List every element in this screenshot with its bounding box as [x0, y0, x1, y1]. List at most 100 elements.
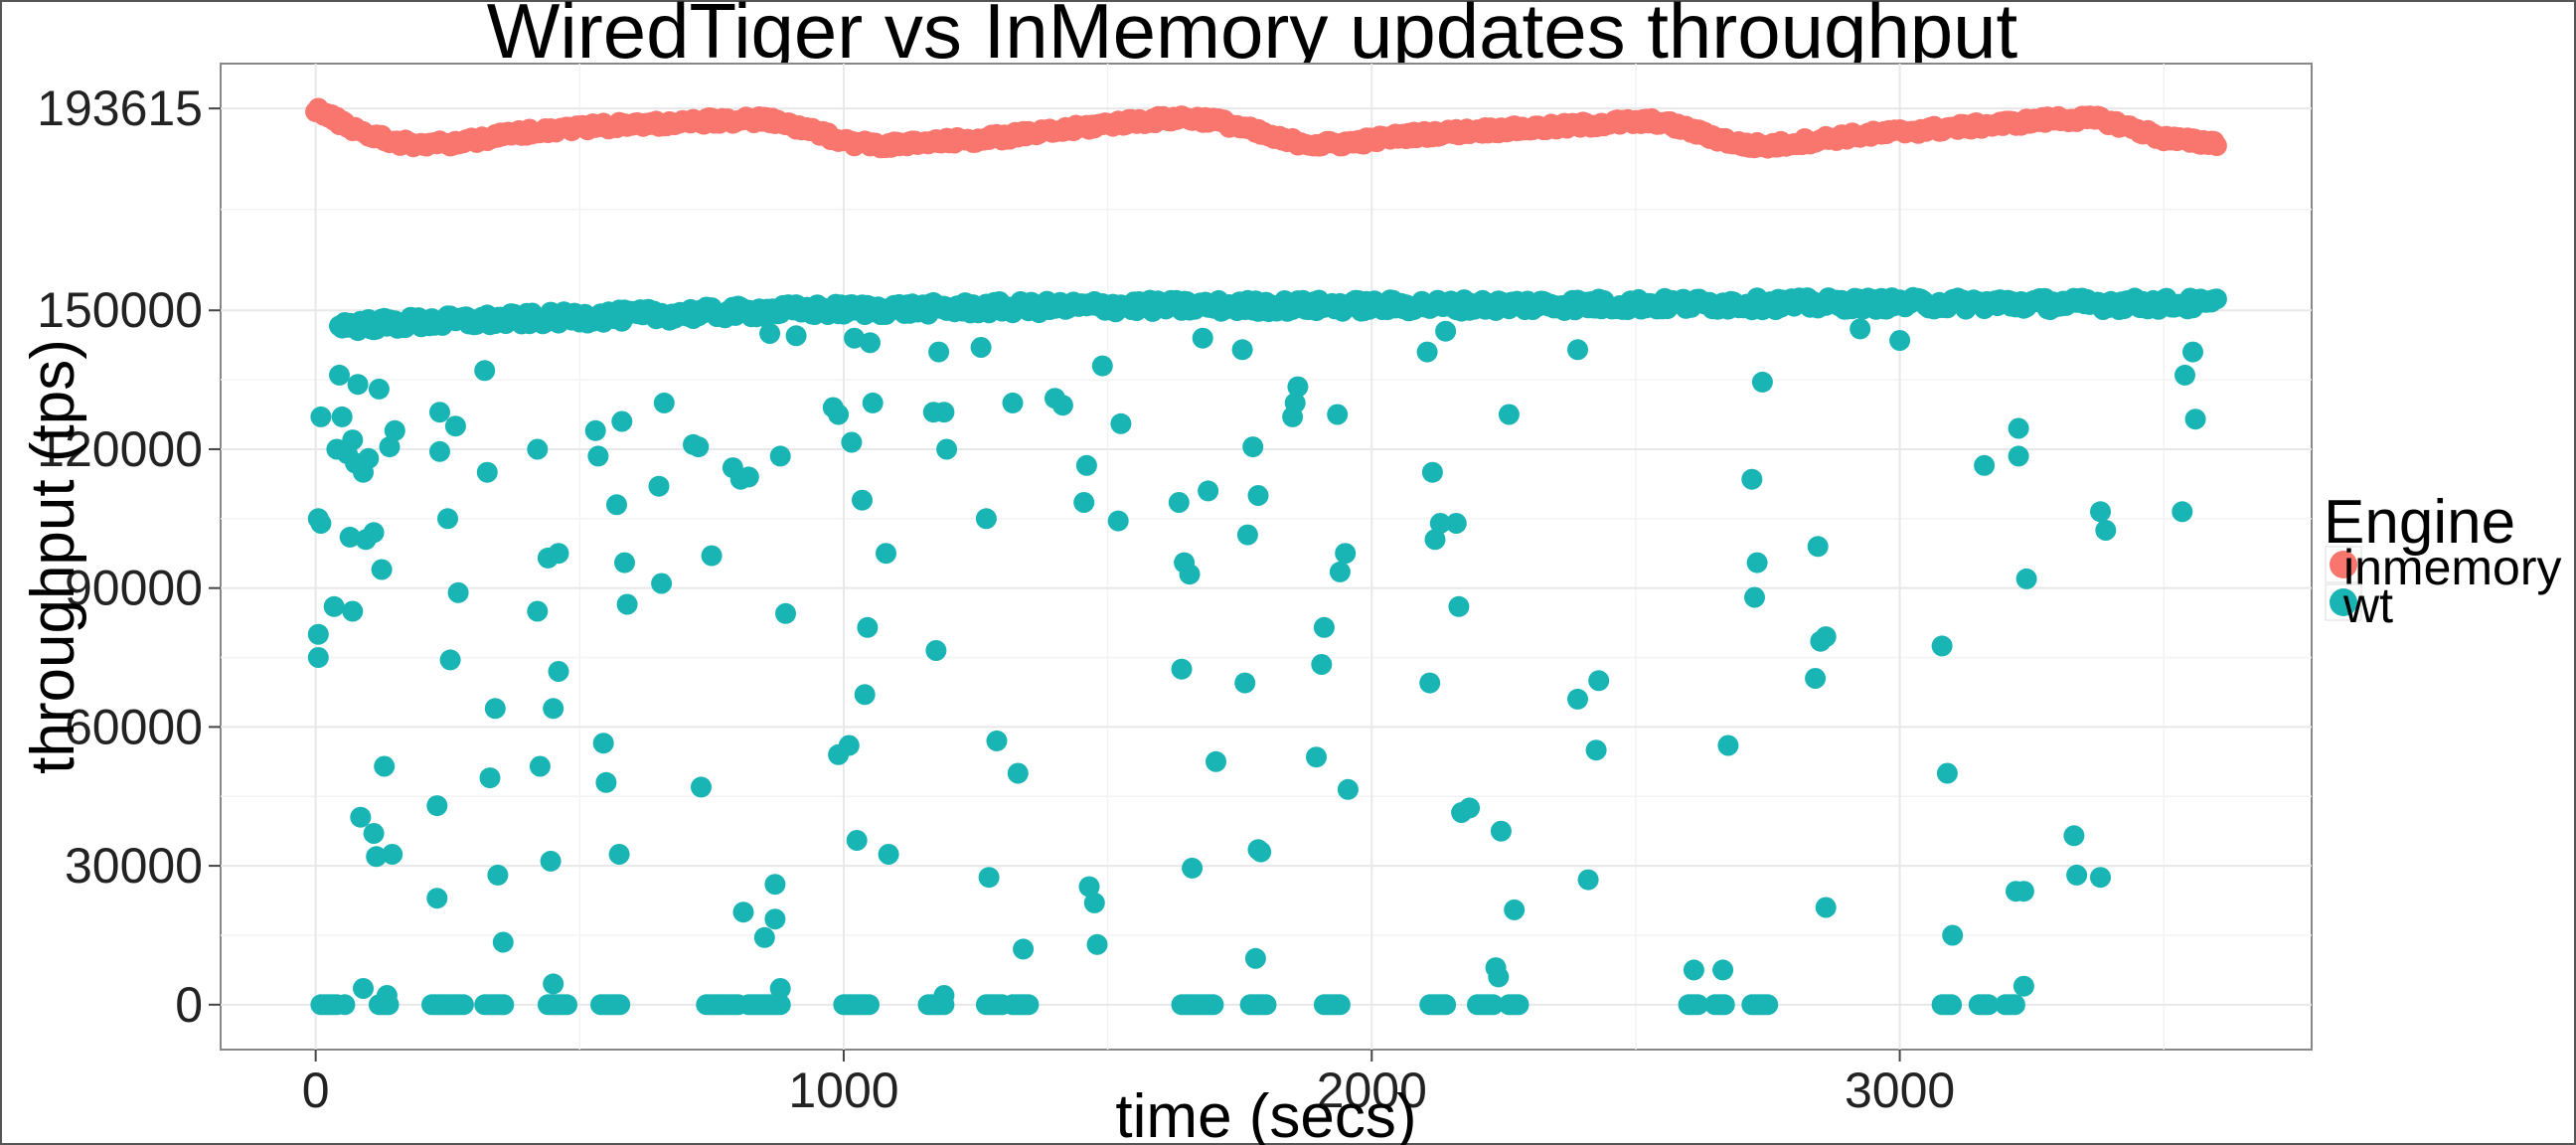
- data-point-wt: [1585, 739, 1607, 761]
- data-point-wt: [854, 684, 876, 706]
- data-point-wt: [437, 508, 458, 530]
- data-point-wt: [1435, 320, 1457, 342]
- data-point-wt: [759, 323, 781, 344]
- data-point-wt: [764, 874, 786, 896]
- data-point-wt: [611, 410, 633, 432]
- data-point-wt: [323, 595, 345, 617]
- data-point-wt: [2090, 867, 2111, 889]
- legend-point-inmemory: [2330, 551, 2357, 578]
- data-point-wt: [1242, 436, 1264, 458]
- y-tick-label: 30000: [65, 838, 203, 894]
- data-point-wt: [1421, 461, 1443, 483]
- data-point-wt: [852, 489, 873, 511]
- data-point-wt: [1978, 994, 2000, 1016]
- data-point-wt: [1078, 876, 1100, 898]
- data-point-wt: [2063, 825, 2085, 847]
- data-point-wt: [928, 341, 950, 363]
- data-point-wt: [1110, 412, 1132, 434]
- data-point-wt: [1086, 933, 1108, 955]
- data-point-wt: [1485, 957, 1507, 979]
- data-point-wt: [862, 392, 884, 413]
- data-point-wt: [548, 661, 569, 682]
- x-tick-label: 1000: [788, 1063, 898, 1118]
- data-point-wt: [753, 926, 775, 948]
- data-point-wt: [986, 730, 1008, 751]
- data-point-wt: [2066, 864, 2088, 886]
- data-point-wt: [1337, 778, 1359, 800]
- data-point-wt: [1091, 355, 1113, 377]
- data-point-wt: [1744, 586, 1765, 608]
- data-point-wt: [1329, 994, 1351, 1016]
- data-point-wt: [476, 461, 498, 483]
- data-point-wt: [1107, 510, 1129, 532]
- inmemory-series: [305, 97, 2227, 159]
- data-point-wt: [595, 771, 617, 793]
- data-point-wt: [310, 406, 332, 427]
- data-point-wt: [2205, 288, 2227, 310]
- data-point-wt: [975, 508, 997, 530]
- data-point-wt: [1577, 869, 1599, 891]
- data-point-wt: [339, 526, 361, 548]
- data-point-wt: [1936, 762, 1958, 784]
- data-point-wt: [1250, 841, 1272, 863]
- data-point-wt: [933, 985, 955, 1006]
- wt-series: [307, 286, 2227, 1016]
- data-point-wt: [1007, 762, 1029, 784]
- data-point-wt: [439, 649, 461, 671]
- data-point-wt: [2184, 409, 2206, 430]
- data-point-wt: [1931, 635, 1953, 657]
- data-point-wt: [358, 447, 380, 469]
- data-point-wt: [384, 419, 405, 441]
- data-point-wt: [310, 513, 332, 534]
- data-point-wt: [1247, 485, 1269, 506]
- data-point-wt: [691, 776, 712, 798]
- data-point-wt: [1757, 994, 1779, 1016]
- data-point-wt: [933, 402, 955, 423]
- data-point-wt: [1741, 468, 1763, 490]
- data-point-wt: [307, 623, 329, 645]
- data-point-wt: [426, 795, 448, 817]
- data-point-wt: [1459, 797, 1481, 819]
- data-point-wt: [651, 572, 673, 594]
- data-point-wt: [1448, 595, 1470, 617]
- data-point-wt: [616, 593, 638, 615]
- data-point-wt: [379, 436, 401, 458]
- data-point-wt: [775, 602, 796, 624]
- data-point-wt: [1567, 688, 1588, 710]
- data-point-wt: [376, 985, 398, 1006]
- data-point-wt: [614, 552, 635, 573]
- data-point-wt: [688, 436, 710, 458]
- x-tick-label: 2000: [1317, 1063, 1427, 1118]
- data-point-wt: [828, 404, 850, 425]
- data-point-wt: [382, 844, 403, 865]
- data-point-wt: [1712, 959, 1734, 981]
- data-point-wt: [1306, 746, 1327, 768]
- x-axis-title: time (secs): [1115, 1082, 1416, 1145]
- data-point-wt: [557, 994, 577, 1016]
- data-point-wt: [2015, 568, 2037, 589]
- data-point-wt: [527, 600, 549, 622]
- data-point-wt: [1942, 924, 1964, 946]
- data-point-wt: [1255, 994, 1277, 1016]
- data-point-wt: [479, 767, 501, 789]
- data-point-wt: [1850, 318, 1871, 340]
- data-point-wt: [429, 402, 450, 423]
- data-point-wt: [368, 378, 390, 400]
- data-point-wt: [493, 994, 515, 1016]
- data-point-wt: [1171, 658, 1193, 680]
- data-point-wt: [584, 419, 606, 441]
- data-point-wt: [371, 559, 393, 580]
- data-point-wt: [1234, 672, 1256, 694]
- data-point-wt: [769, 994, 791, 1016]
- data-point-wt: [737, 466, 759, 488]
- data-point-wt: [329, 364, 350, 386]
- y-axis: 0 30000 60000 90000 120000 150000 193615: [37, 81, 221, 1033]
- data-point-wt: [978, 867, 1000, 889]
- data-point-wt: [1327, 404, 1349, 425]
- data-point-wt: [936, 438, 958, 460]
- data-point-wt: [925, 640, 947, 661]
- data-point-wt: [878, 844, 899, 865]
- x-tick-label: 0: [302, 1063, 330, 1118]
- data-point-wt: [1075, 454, 1097, 476]
